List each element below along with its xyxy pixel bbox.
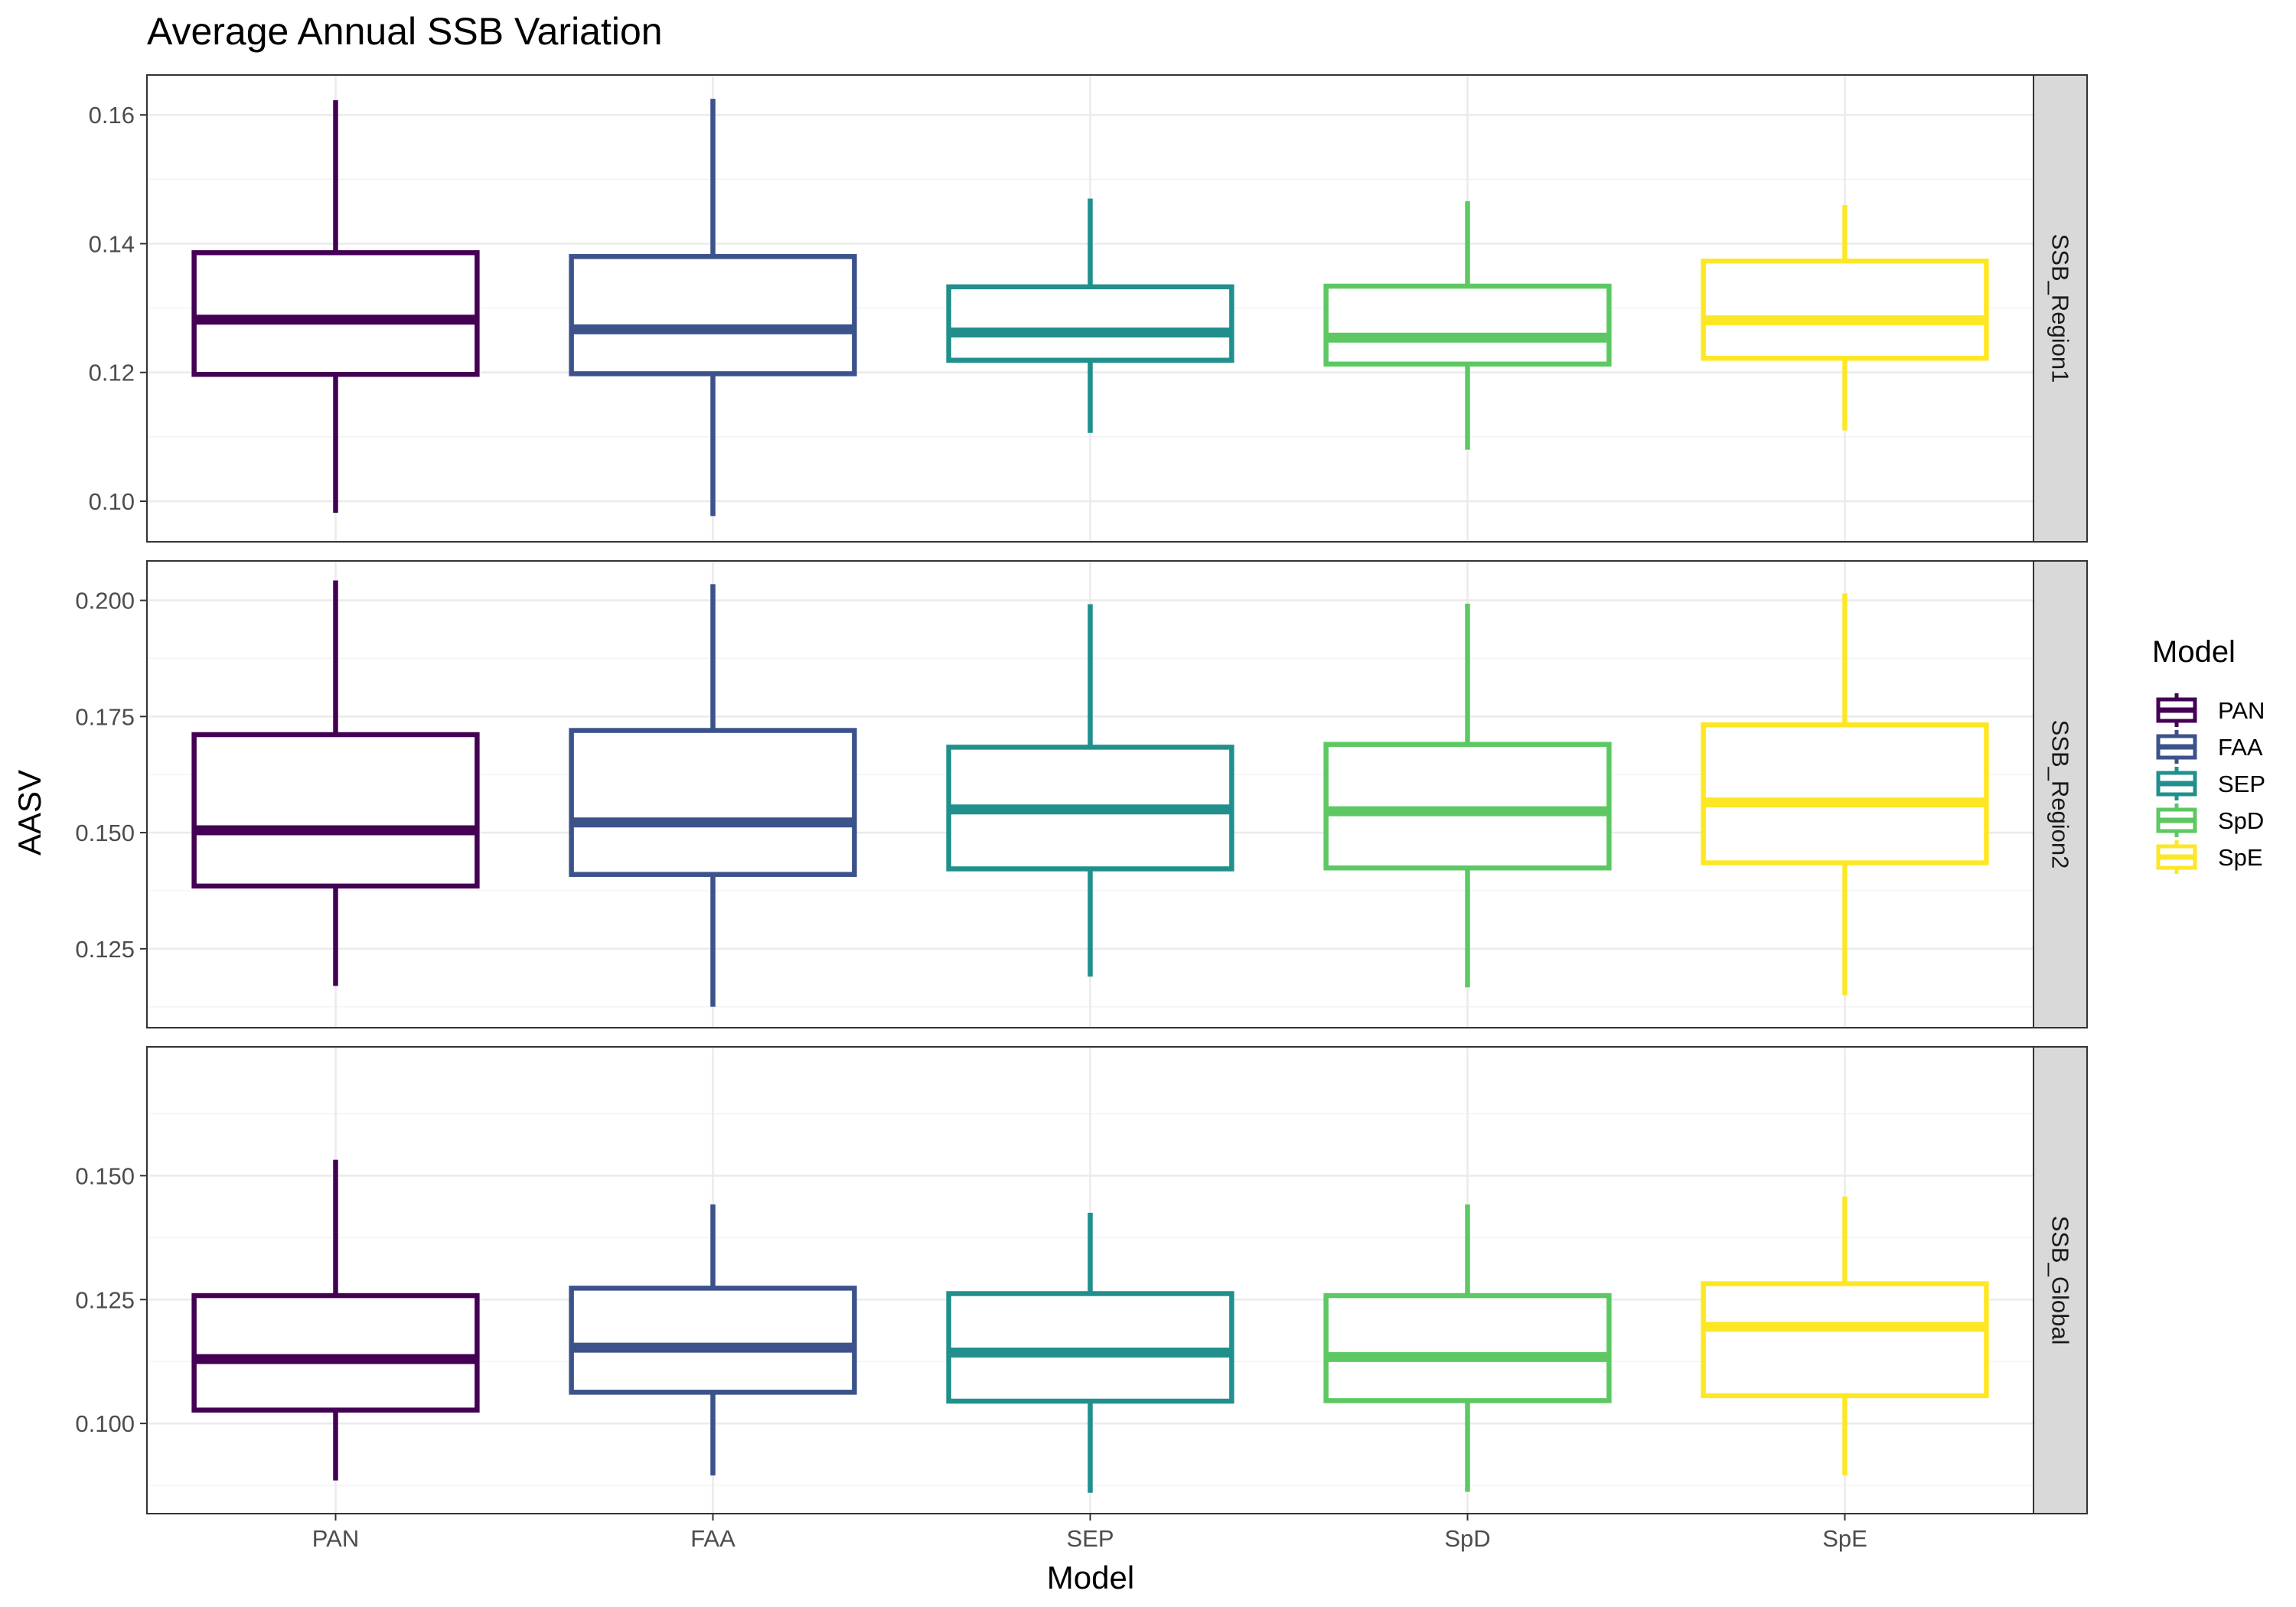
legend-label: SpD [2218, 807, 2264, 834]
box-faa-ssb-region2 [569, 584, 857, 1007]
box-sep-ssb-region1 [946, 198, 1234, 433]
legend-key-sep [2156, 767, 2197, 800]
facet-ssb-global: 0.100 0.125 0.150 SSB_Global [75, 1046, 2088, 1514]
y-tick-label: 0.16 [89, 102, 135, 129]
legend-key-spd [2156, 804, 2197, 837]
box-pan-ssb-region2 [191, 580, 480, 986]
facet-strip-label: SSB_Region2 [2047, 720, 2074, 869]
y-tick-label: 0.125 [75, 1286, 135, 1313]
y-tick-label: 0.100 [75, 1410, 135, 1437]
x-tick-label: SpD [1444, 1525, 1490, 1552]
box-iqr [1701, 258, 1989, 361]
box-iqr [946, 1291, 1234, 1404]
facet-strip [2033, 1046, 2088, 1514]
legend-title: Model [2152, 635, 2236, 669]
y-tick-label: 0.14 [89, 230, 135, 257]
legend-key-spe [2156, 840, 2197, 874]
legend-label: PAN [2218, 697, 2265, 724]
box-iqr [1323, 1292, 1612, 1403]
box-faa-ssb-region1 [569, 99, 857, 517]
box-spe-ssb-region1 [1701, 204, 1989, 431]
box-faa-ssb-global [569, 1204, 857, 1476]
facet-strip [2033, 560, 2088, 1028]
facet-strip [2033, 74, 2088, 543]
chart-title: Average Annual SSB Variation [147, 10, 663, 53]
facet-ssb-region2: 0.125 0.150 0.175 0.200 SSB_Region2 [75, 560, 2088, 1028]
x-tick-label: FAA [690, 1525, 735, 1552]
box-iqr [1323, 283, 1612, 367]
facet-ssb-region1: 0.10 0.12 0.14 0.16 SSB_Region1 [89, 74, 2088, 543]
box-iqr [1701, 1281, 1989, 1399]
y-axis-title: AASV [11, 770, 47, 856]
y-tick-label: 0.150 [75, 1162, 135, 1189]
box-sep-ssb-region2 [946, 604, 1234, 977]
legend: Model PAN FAA SEP SpD SpE [2152, 635, 2265, 874]
box-spd-ssb-global [1323, 1204, 1612, 1492]
y-tick-label: 0.125 [75, 936, 135, 963]
box-spd-ssb-region2 [1323, 603, 1612, 988]
x-tick-label: SpE [1822, 1525, 1867, 1552]
box-iqr [191, 1292, 480, 1413]
y-tick-label: 0.200 [75, 588, 135, 614]
x-tick-label: PAN [312, 1525, 359, 1552]
box-iqr [191, 732, 480, 889]
facet-strip-label: SSB_Region1 [2047, 234, 2074, 383]
box-iqr [569, 1286, 857, 1395]
legend-label: FAA [2218, 734, 2263, 761]
box-iqr [569, 728, 857, 877]
x-tick-label: SEP [1066, 1525, 1114, 1552]
legend-key-pan [2156, 693, 2197, 727]
y-tick-label: 0.175 [75, 703, 135, 730]
y-tick-label: 0.150 [75, 820, 135, 846]
box-spd-ssb-region1 [1323, 200, 1612, 450]
box-spe-ssb-global [1701, 1196, 1989, 1476]
legend-label: SpE [2218, 844, 2263, 871]
y-tick-label: 0.10 [89, 488, 135, 515]
box-pan-ssb-global [191, 1159, 480, 1481]
x-axis: PAN FAA SEP SpD SpE [312, 1514, 1867, 1552]
box-iqr [946, 284, 1234, 363]
box-iqr [1701, 722, 1989, 865]
legend-label: SEP [2218, 771, 2265, 797]
x-axis-title: Model [1047, 1560, 1134, 1596]
box-sep-ssb-global [946, 1212, 1234, 1493]
box-spe-ssb-region2 [1701, 593, 1989, 996]
facet-panels: 0.100.120.140.16SSB_Region10.1250.1500.1… [75, 74, 2088, 1514]
legend-key-faa [2156, 730, 2197, 764]
facet-strip-label: SSB_Global [2047, 1216, 2074, 1345]
box-iqr [1323, 742, 1612, 871]
box-iqr [569, 254, 857, 376]
box-pan-ssb-region1 [191, 99, 480, 513]
y-tick-label: 0.12 [89, 360, 135, 386]
box-iqr [191, 249, 480, 377]
